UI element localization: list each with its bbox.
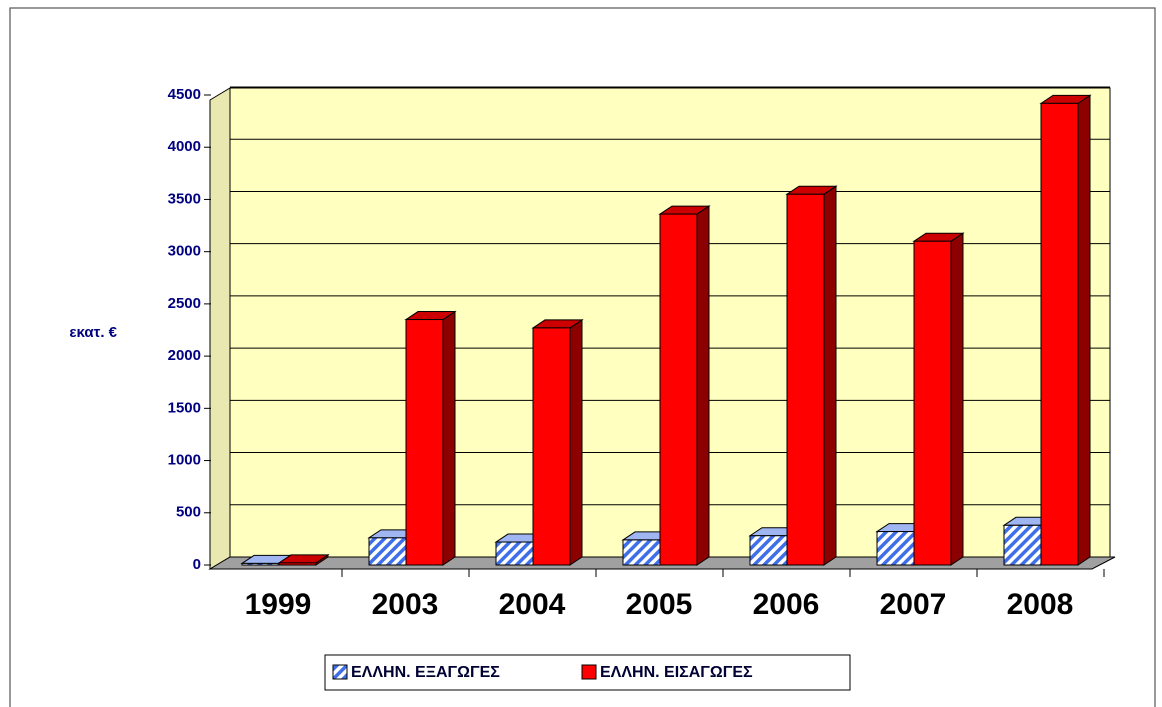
bar-side bbox=[696, 205, 710, 566]
y-tick-label: 500 bbox=[176, 504, 201, 521]
bar-side bbox=[950, 232, 964, 566]
x-tick-label: 1999 bbox=[245, 588, 312, 621]
legend-label: ΕΛΛΗΝ. ΕΞΑΓΩΓΕΣ bbox=[351, 664, 500, 681]
x-tick-label: 2007 bbox=[880, 588, 947, 621]
bar bbox=[913, 240, 952, 566]
bar-side bbox=[823, 185, 837, 566]
bar bbox=[749, 535, 788, 566]
bar-side bbox=[569, 318, 583, 566]
bar bbox=[786, 193, 825, 566]
legend-swatch bbox=[581, 664, 597, 680]
bar bbox=[1003, 524, 1042, 566]
y-tick-label: 3500 bbox=[168, 190, 201, 207]
legend-swatch bbox=[332, 664, 348, 680]
bar-side bbox=[1077, 94, 1091, 566]
bar bbox=[278, 562, 317, 566]
y-tick-label: 2000 bbox=[168, 347, 201, 364]
x-tick-label: 2006 bbox=[753, 588, 820, 621]
bar bbox=[405, 319, 444, 566]
side-wall bbox=[209, 87, 231, 570]
bar bbox=[659, 213, 698, 566]
bar bbox=[368, 537, 407, 566]
y-tick-label: 1500 bbox=[168, 399, 201, 416]
y-tick-label: 2500 bbox=[168, 295, 201, 312]
y-tick-label: 4500 bbox=[168, 86, 201, 103]
y-tick-label: 4000 bbox=[168, 138, 201, 155]
y-axis-label: εκατ. € bbox=[69, 324, 117, 341]
bar bbox=[876, 531, 915, 566]
bar bbox=[1040, 102, 1079, 566]
x-tick-label: 2008 bbox=[1007, 588, 1074, 621]
x-tick-label: 2004 bbox=[499, 588, 566, 621]
x-tick-label: 2005 bbox=[626, 588, 693, 621]
bar bbox=[241, 562, 280, 566]
y-tick-label: 0 bbox=[193, 556, 201, 573]
bar bbox=[495, 541, 534, 566]
x-tick-label: 2003 bbox=[372, 588, 439, 621]
legend-label: ΕΛΛΗΝ. ΕΙΣΑΓΩΓΕΣ bbox=[600, 664, 753, 681]
y-tick-label: 1000 bbox=[168, 452, 201, 469]
page-border bbox=[9, 7, 1156, 707]
bar bbox=[622, 539, 661, 566]
bar-side bbox=[442, 310, 456, 566]
y-tick-label: 3000 bbox=[168, 243, 201, 260]
bar bbox=[532, 327, 571, 566]
